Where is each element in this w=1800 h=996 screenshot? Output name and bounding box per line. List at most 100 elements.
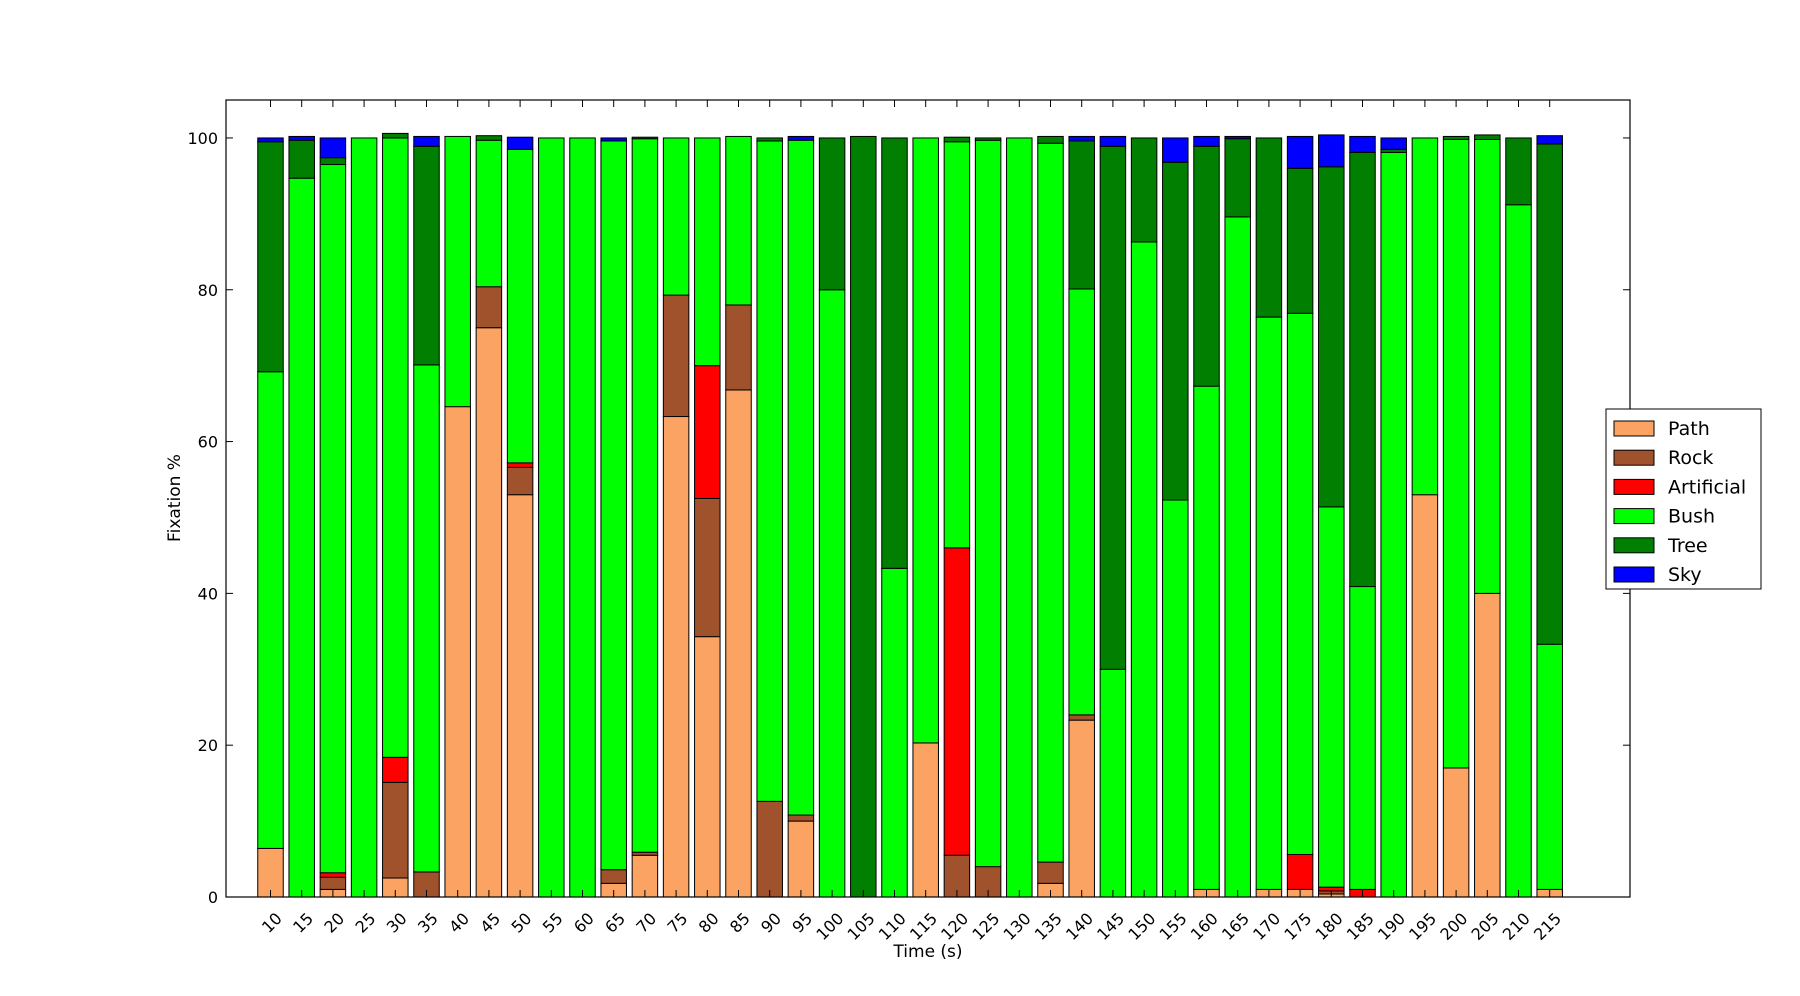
bar-tree-145: [1099, 145, 1127, 670]
bar-bush-60: [569, 137, 596, 898]
bar-path-85: [725, 389, 752, 898]
x-tick-label: 155: [1156, 909, 1191, 944]
bar-path-40: [444, 406, 471, 898]
bar-bush-115: [912, 137, 939, 744]
bar-bush-85: [725, 135, 752, 306]
legend-label-tree: Tree: [1667, 535, 1708, 557]
x-tick-label: 205: [1468, 909, 1503, 944]
bar-bush-90: [756, 140, 783, 802]
legend-label-artificial: Artificial: [1668, 476, 1746, 498]
bar-bush-75: [662, 137, 690, 296]
bar-bush-130: [1006, 137, 1033, 898]
bar-path-10: [257, 847, 284, 898]
bar-rock-80: [694, 498, 721, 638]
legend-swatch-tree: [1613, 537, 1655, 554]
y-axis-label: Fixation %: [165, 454, 185, 542]
y-tick-label: 100: [187, 129, 218, 148]
x-tick-label: 85: [726, 909, 754, 937]
bar-bush-160: [1193, 385, 1220, 890]
bar-tree-150: [1130, 137, 1158, 243]
x-tick-label: 70: [632, 909, 660, 937]
bar-path-200: [1442, 767, 1470, 898]
bar-path-75: [662, 416, 690, 898]
bar-artificial-80: [694, 365, 721, 500]
x-tick-label: 55: [539, 909, 567, 937]
bar-bush-145: [1099, 668, 1127, 898]
bar-path-195: [1411, 494, 1439, 898]
x-tick-label: 145: [1093, 909, 1128, 944]
bar-sky-145: [1099, 135, 1127, 147]
bar-rock-90: [756, 800, 783, 898]
bar-bush-35: [413, 364, 440, 873]
bar-tree-200: [1442, 135, 1470, 140]
bar-rock-85: [725, 304, 752, 391]
x-tick-label: 195: [1405, 909, 1440, 944]
bar-path-95: [787, 820, 815, 898]
bar-tree-100: [818, 137, 846, 291]
bar-path-80: [694, 636, 721, 898]
bar-tree-135: [1037, 135, 1064, 144]
x-tick-label: 30: [383, 909, 411, 937]
bar-bush-205: [1474, 138, 1501, 594]
bar-sky-185: [1349, 135, 1376, 153]
bar-artificial-175: [1286, 853, 1314, 890]
bar-rock-135: [1037, 861, 1064, 884]
bar-rock-45: [475, 286, 503, 329]
x-axis-label: Time (s): [892, 942, 962, 962]
bar-bush-95: [787, 139, 815, 816]
bar-bush-210: [1505, 204, 1532, 898]
bar-sky-20: [319, 137, 347, 159]
bar-sky-65: [600, 137, 627, 142]
bar-sky-95: [787, 135, 815, 141]
legend: Path Rock Artificial Bush Tree Sky: [1605, 408, 1762, 590]
bar-tree-15: [288, 139, 315, 179]
x-tick-label: 140: [1062, 909, 1097, 944]
bar-artificial-20: [319, 872, 347, 878]
bar-bush-200: [1442, 138, 1470, 769]
bar-bush-175: [1286, 312, 1314, 855]
bar-tree-30: [382, 132, 409, 139]
bar-sky-175: [1286, 135, 1314, 169]
bar-rock-30: [382, 781, 409, 879]
y-tick-label: 40: [198, 584, 218, 603]
legend-swatch-artificial: [1613, 478, 1655, 495]
bar-path-205: [1474, 592, 1501, 898]
bar-sky-215: [1536, 135, 1563, 145]
bar-bush-70: [631, 138, 659, 853]
x-tick-label: 100: [812, 909, 847, 944]
bar-sky-35: [413, 135, 440, 147]
bar-tree-90: [756, 137, 783, 142]
bar-sky-140: [1068, 135, 1095, 142]
bar-bush-40: [444, 135, 471, 408]
bar-bush-100: [818, 289, 846, 898]
bar-bush-25: [350, 137, 378, 898]
x-tick-label: 80: [695, 909, 723, 937]
bar-tree-165: [1224, 138, 1251, 218]
legend-frame: [1605, 408, 1762, 590]
bar-bush-215: [1536, 643, 1563, 890]
x-tick-label: 95: [788, 909, 816, 937]
bar-tree-125: [974, 137, 1002, 141]
bar-rock-65: [600, 869, 627, 884]
x-tick-label: 175: [1280, 909, 1315, 944]
legend-label-rock: Rock: [1668, 447, 1713, 469]
x-tick-label: 130: [1000, 909, 1035, 944]
y-tick-label: 60: [198, 433, 218, 452]
x-tick-label: 40: [445, 909, 473, 937]
bar-tree-180: [1318, 166, 1345, 508]
x-tick-label: 105: [844, 909, 879, 944]
legend-label-bush: Bush: [1668, 506, 1715, 528]
bar-tree-215: [1536, 143, 1563, 645]
legend-swatch-sky: [1613, 566, 1655, 583]
bar-bush-195: [1411, 137, 1439, 496]
x-tick-label: 20: [320, 909, 348, 937]
bar-path-140: [1068, 719, 1095, 898]
x-tick-label: 190: [1374, 909, 1409, 944]
y-axis: 0 20 40 60 80 100: [187, 129, 1630, 907]
bar-bush-30: [382, 137, 409, 758]
bar-artificial-50: [506, 462, 534, 468]
bar-path-45: [475, 327, 503, 898]
legend-swatch-rock: [1613, 449, 1655, 466]
legend-label-sky: Sky: [1668, 564, 1702, 586]
